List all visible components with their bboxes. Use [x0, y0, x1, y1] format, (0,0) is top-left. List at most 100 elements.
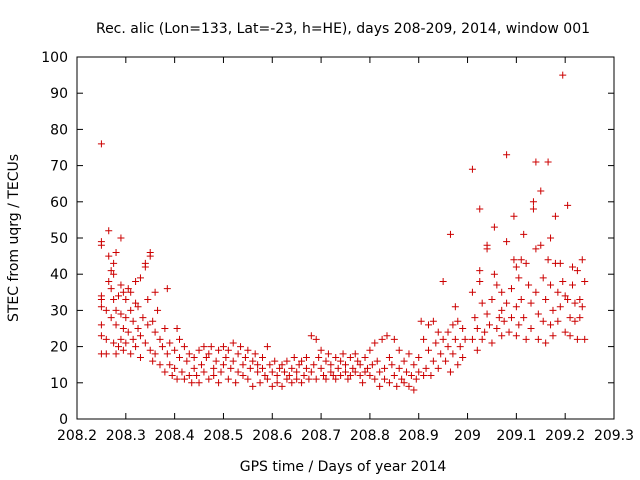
data-point: [434, 328, 442, 336]
data-point: [102, 335, 110, 343]
data-point: [451, 303, 459, 311]
data-point: [249, 382, 257, 390]
data-point: [232, 379, 240, 387]
data-point: [327, 368, 335, 376]
data-point: [437, 350, 445, 358]
data-point: [390, 335, 398, 343]
data-point: [117, 335, 125, 343]
data-point: [490, 270, 498, 278]
data-point: [210, 364, 218, 372]
data-point: [525, 281, 533, 289]
data-point: [564, 201, 572, 209]
data-point: [415, 353, 423, 361]
data-point: [129, 317, 137, 325]
data-point: [420, 372, 428, 380]
data-point: [185, 350, 193, 358]
data-point: [400, 357, 408, 365]
data-point: [119, 288, 127, 296]
data-point: [415, 368, 423, 376]
data-point: [468, 335, 476, 343]
data-point: [442, 357, 450, 365]
data-point: [398, 375, 406, 383]
data-point: [493, 325, 501, 332]
data-point: [97, 303, 105, 311]
data-point: [202, 353, 210, 361]
data-point: [144, 321, 152, 329]
data-point: [273, 372, 281, 380]
data-point: [268, 382, 276, 390]
data-point: [180, 343, 188, 351]
data-point: [151, 350, 159, 358]
data-point: [97, 321, 105, 329]
data-point: [529, 198, 537, 206]
data-point: [520, 230, 528, 238]
y-tick-label: 40: [50, 267, 68, 283]
data-point: [532, 288, 540, 296]
x-tick-label: 209.3: [594, 428, 634, 444]
data-point: [114, 343, 122, 351]
data-point: [405, 350, 413, 358]
data-point: [503, 299, 511, 307]
data-point: [183, 357, 191, 365]
data-point: [117, 310, 125, 318]
data-point: [337, 372, 345, 380]
data-point: [290, 353, 298, 361]
data-point: [351, 350, 359, 358]
data-point: [454, 361, 462, 369]
data-point: [97, 332, 105, 340]
data-point: [412, 375, 420, 383]
data-point: [542, 339, 550, 347]
data-point: [256, 379, 264, 387]
data-point: [515, 274, 523, 282]
data-point: [378, 335, 386, 343]
data-point: [371, 375, 379, 383]
data-point: [210, 372, 218, 380]
y-tick-label: 50: [50, 231, 68, 247]
data-point: [566, 332, 574, 340]
data-point: [517, 296, 525, 304]
data-point: [149, 317, 157, 325]
data-point: [547, 281, 555, 289]
data-point: [561, 292, 569, 300]
data-point: [195, 346, 203, 354]
data-point: [410, 361, 418, 369]
data-point: [444, 328, 452, 336]
data-point: [102, 306, 110, 314]
data-point: [329, 372, 337, 380]
data-point: [559, 71, 567, 79]
data-point: [566, 314, 574, 322]
data-point: [581, 335, 589, 343]
data-point: [363, 364, 371, 372]
y-tick-label: 10: [50, 376, 68, 392]
y-tick-label: 20: [50, 340, 68, 356]
data-point: [271, 357, 279, 365]
data-point: [127, 306, 135, 314]
data-point: [144, 296, 152, 304]
data-point: [110, 270, 118, 278]
data-point: [410, 386, 418, 394]
data-point: [483, 241, 491, 249]
data-point: [507, 314, 515, 322]
data-point: [500, 317, 508, 325]
data-point: [332, 353, 340, 361]
x-tick-label: 209: [454, 428, 481, 444]
data-point: [344, 375, 352, 383]
data-point: [259, 364, 267, 372]
data-point: [385, 379, 393, 387]
data-point: [190, 364, 198, 372]
data-point: [139, 314, 147, 322]
data-point: [547, 234, 555, 242]
data-point: [215, 346, 223, 354]
data-point: [163, 350, 171, 358]
data-point: [427, 372, 435, 380]
data-point: [551, 212, 559, 220]
data-point: [229, 339, 237, 347]
data-point: [520, 314, 528, 322]
data-point: [112, 248, 120, 256]
data-point: [166, 339, 174, 347]
data-point: [219, 361, 227, 369]
data-point: [156, 361, 164, 369]
data-point: [507, 285, 515, 293]
data-point: [244, 375, 252, 383]
data-point: [356, 361, 364, 369]
